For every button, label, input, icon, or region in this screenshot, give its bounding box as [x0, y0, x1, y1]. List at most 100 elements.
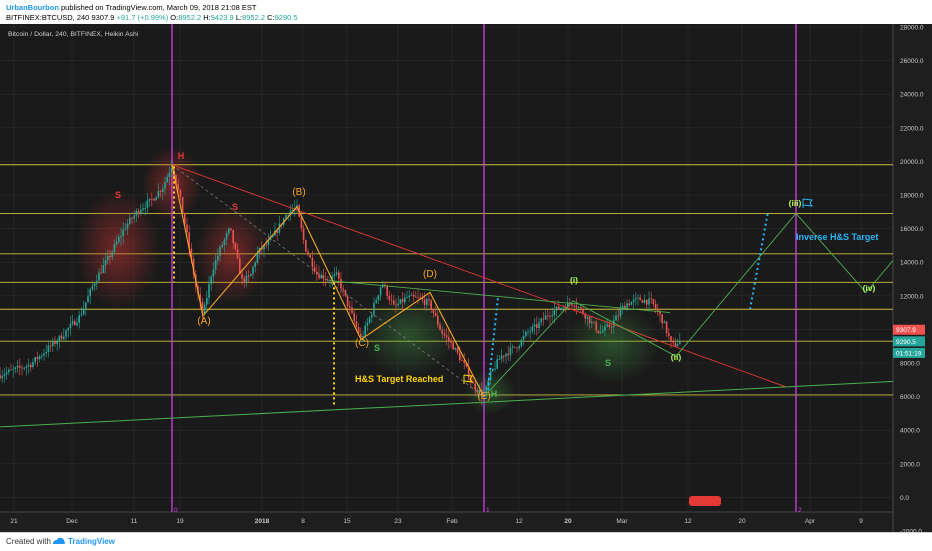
- candle-body: [377, 295, 380, 301]
- candle: [474, 378, 476, 397]
- candle: [98, 268, 100, 282]
- chart-svg[interactable]: 28000.026000.024000.022000.020000.018000…: [0, 24, 932, 532]
- x-tick-label: Mar: [616, 518, 628, 525]
- candle-body: [291, 210, 294, 212]
- candle-body: [632, 299, 635, 302]
- candle-body: [302, 228, 305, 241]
- candle: [346, 295, 349, 311]
- inverse-target-dotted: [749, 211, 769, 310]
- candle: [665, 321, 668, 337]
- candle: [648, 290, 650, 312]
- candle-body: [181, 196, 184, 214]
- candle: [364, 321, 366, 339]
- candle-body: [624, 306, 626, 308]
- candle: [529, 326, 531, 340]
- flag-icon: [463, 374, 474, 384]
- price-tag-text: 9307.9: [896, 327, 916, 334]
- candle-body: [102, 265, 105, 274]
- candle: [637, 294, 639, 306]
- candle: [606, 318, 608, 328]
- tradingview-logo-icon: [53, 537, 65, 544]
- candle: [498, 354, 501, 360]
- candle-body: [142, 208, 144, 210]
- candle-body: [43, 353, 45, 356]
- candle-body: [573, 305, 575, 307]
- candle: [591, 315, 593, 329]
- candle: [492, 368, 494, 373]
- candle: [373, 297, 375, 318]
- candle-body: [80, 314, 83, 316]
- candle: [58, 334, 61, 349]
- candle-body: [131, 217, 133, 219]
- candle-body: [582, 308, 584, 314]
- candle: [111, 250, 113, 261]
- candle: [214, 254, 217, 275]
- chart-area[interactable]: 28000.0 26000.0 24000.0 22000.0 20000.0 18000…: [0, 24, 932, 532]
- candle: [434, 305, 437, 317]
- candle-body: [38, 355, 41, 360]
- candle-body: [679, 340, 681, 345]
- candle: [102, 257, 105, 274]
- candle: [507, 346, 509, 362]
- candle: [278, 215, 281, 236]
- candle-body: [1, 376, 3, 379]
- candle: [593, 321, 595, 325]
- candle-body: [344, 289, 347, 296]
- footer-brand[interactable]: TradingView: [68, 537, 115, 546]
- candle: [668, 327, 670, 340]
- candle-body: [533, 324, 536, 327]
- candle: [181, 196, 184, 214]
- candle: [657, 303, 659, 316]
- candle-body: [155, 197, 157, 201]
- candle: [500, 348, 503, 363]
- candle: [19, 358, 21, 376]
- candle-body: [626, 303, 628, 308]
- candle-body: [247, 275, 250, 277]
- x-tick-label: 2018: [255, 518, 270, 525]
- candle: [91, 280, 94, 292]
- candle: [349, 300, 351, 315]
- inverse-height-dotted: [487, 297, 499, 390]
- candle-body: [221, 245, 223, 248]
- candle: [12, 365, 14, 378]
- y-tick-label: 6000.0: [900, 394, 920, 401]
- right-shoulder-glow: [196, 204, 268, 304]
- y-tick-label: 28000.0: [900, 25, 924, 32]
- author-link[interactable]: UrbanBourbon: [6, 3, 59, 12]
- candle-body: [164, 182, 166, 189]
- candle-body: [404, 297, 406, 303]
- candle-body: [448, 337, 450, 342]
- candle-body: [49, 345, 52, 347]
- candle-body: [8, 369, 10, 373]
- candle: [5, 366, 8, 380]
- x-tick-label: Apr: [805, 518, 816, 525]
- candle: [113, 239, 116, 255]
- candle-body: [615, 315, 617, 321]
- candle: [32, 358, 34, 369]
- candle: [670, 335, 672, 348]
- candle: [49, 341, 52, 352]
- candle-body: [335, 272, 338, 275]
- candle-body: [619, 309, 622, 316]
- candle: [210, 274, 212, 291]
- candle-body: [192, 258, 195, 275]
- candle-body: [366, 322, 369, 326]
- y-tick-label: 26000.0: [900, 58, 924, 65]
- candle-body: [586, 316, 589, 319]
- candle-body: [206, 297, 208, 305]
- candle-body: [186, 224, 188, 233]
- candle-body: [558, 306, 560, 310]
- candle-body: [148, 198, 151, 201]
- candle-body: [63, 336, 65, 340]
- candle: [201, 297, 204, 322]
- candle-body: [124, 228, 127, 230]
- candle-body: [311, 257, 314, 268]
- candle: [610, 323, 613, 334]
- candle-body: [228, 228, 230, 234]
- y-tick-label: 0.0: [900, 495, 909, 502]
- vertical-marker-label: 2: [798, 507, 802, 514]
- candle: [157, 183, 160, 199]
- candle-body: [111, 252, 113, 258]
- candle: [509, 342, 512, 361]
- candle-body: [333, 274, 336, 277]
